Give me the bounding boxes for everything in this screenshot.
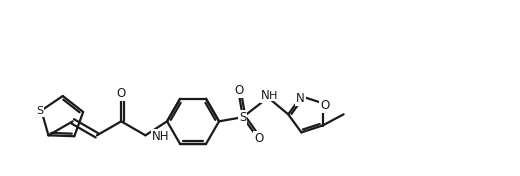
Text: O: O	[254, 132, 264, 145]
Text: N: N	[261, 89, 269, 102]
Text: O: O	[234, 84, 243, 97]
Text: O: O	[320, 99, 329, 112]
Text: S: S	[239, 111, 246, 124]
Text: N: N	[296, 92, 305, 105]
Text: O: O	[116, 87, 126, 100]
Text: NH: NH	[151, 130, 169, 143]
Text: S: S	[36, 106, 43, 117]
Text: H: H	[269, 90, 277, 100]
